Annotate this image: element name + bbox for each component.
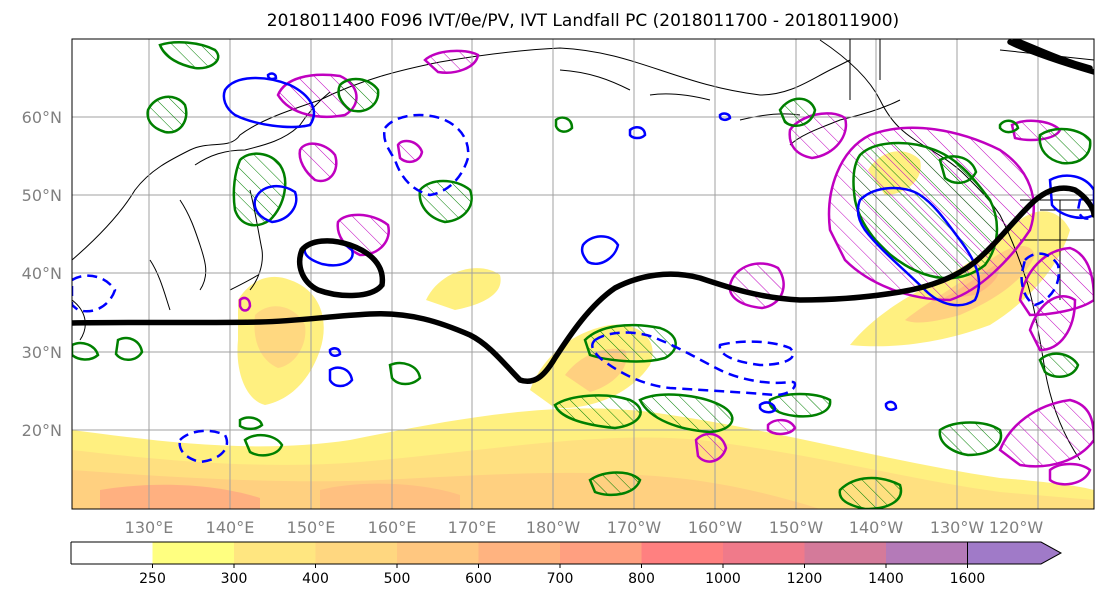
theta-e-contours [72,72,1094,464]
lon-label-150w: 150°W [769,518,824,537]
lon-label-170w: 170°W [607,518,662,537]
colorbar-segment [560,542,642,564]
lon-label-180w: 180°W [526,518,581,537]
colorbar-extend-arrow [967,541,1063,565]
colorbar-tick-label: 300 [221,571,248,587]
colorbar: 250 300 400 500 600 700 800 1000 1200 1400 1600 [70,541,1063,587]
map-border [71,38,1095,510]
jet-contour [72,39,1094,384]
colorbar-segment [886,542,968,564]
latitude-labels: 20°N 30°N 40°N 50°N 60°N [22,108,62,440]
lat-label-40: 40°N [22,264,62,283]
colorbar-tick-label: 400 [302,571,329,587]
lon-label-170e: 170°E [448,518,497,537]
colorbar-tick-label: 1000 [705,571,741,587]
colorbar-segment [71,542,153,564]
colorbar-segment [641,542,723,564]
colorbar-tick-label: 700 [547,571,574,587]
colorbar-segment [804,542,886,564]
lon-label-130e: 130°E [125,518,174,537]
lat-label-20: 20°N [22,421,62,440]
colorbar-segment [397,542,479,564]
colorbar-tick-label: 800 [628,571,655,587]
lon-label-150e: 150°E [287,518,336,537]
colorbar-segment [315,542,397,564]
lon-label-160e: 160°E [368,518,417,537]
longitude-labels: 130°E 140°E 150°E 160°E 170°E 180°W 170°… [125,518,1044,537]
colorbar-tick-label: 500 [384,571,411,587]
lon-label-120w: 120°W [989,518,1044,537]
colorbar-segment [478,542,560,564]
colorbar-tick-label: 1200 [787,571,823,587]
lat-label-50: 50°N [22,186,62,205]
figure-title: 2018011400 F096 IVT/θe/PV, IVT Landfall … [267,11,899,31]
colorbar-tick-label: 600 [465,571,492,587]
lon-label-140w: 140°W [849,518,904,537]
colorbar-segment [152,542,234,564]
map-panel [72,39,1094,509]
colorbar-tick-label: 250 [139,571,166,587]
lat-label-60: 60°N [22,108,62,127]
colorbar-tick-label: 1400 [868,571,904,587]
colorbar-border [70,541,968,565]
colorbar-tick-label: 1600 [950,571,986,587]
lon-label-140e: 140°E [206,518,255,537]
pv-contours [72,41,1092,509]
colorbar-segment [234,542,316,564]
lon-label-130w: 130°W [930,518,985,537]
lon-label-160w: 160°W [688,518,743,537]
lat-label-30: 30°N [22,343,62,362]
colorbar-segment [723,542,805,564]
